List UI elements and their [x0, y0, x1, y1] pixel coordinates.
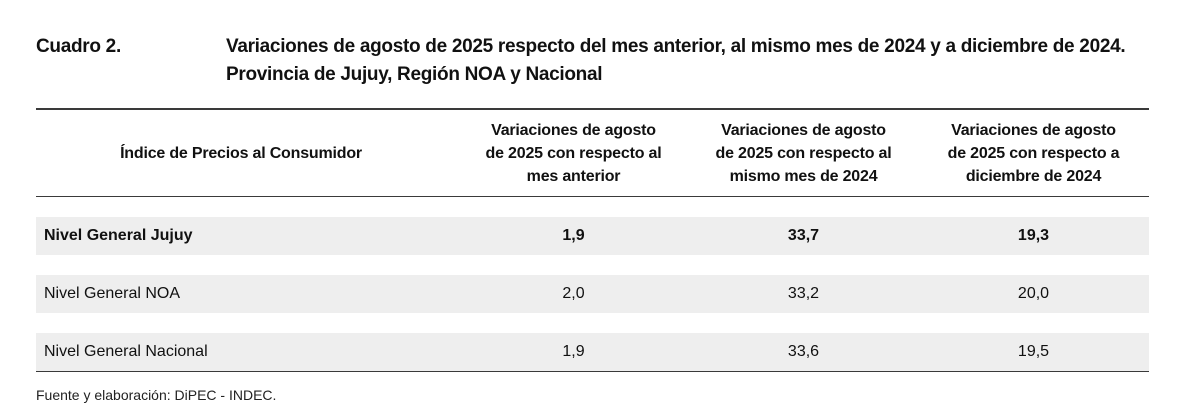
table-row-noa: Nivel General NOA 2,0 33,2 20,0: [36, 275, 1149, 313]
table-title-line-1: Variaciones de agosto de 2025 respecto d…: [226, 36, 1126, 57]
table-bottom-rule: [36, 371, 1149, 372]
column-header-same-month-2024: Variaciones de agosto de 2025 con respec…: [696, 118, 911, 188]
source-note: Fuente y elaboración: DiPEC - INDEC.: [36, 387, 277, 403]
value-previous-month: 1,9: [562, 227, 585, 244]
value-december-2024: 19,3: [1017, 227, 1050, 244]
column-header-line: diciembre de 2024: [965, 167, 1102, 185]
column-header-line: de 2025 con respecto al: [485, 144, 662, 162]
column-header-line: Índice de Precios al Consumidor: [120, 144, 362, 162]
column-header-line: de 2025 con respecto al: [715, 144, 892, 162]
table-top-rule: [36, 108, 1149, 110]
table-row-nacional: Nivel General Nacional 1,9 33,6 19,5: [36, 333, 1149, 371]
column-header-line: Variaciones de agosto: [491, 121, 656, 139]
column-header-line: de 2025 con respecto a: [947, 144, 1120, 162]
column-header-line: mes anterior: [526, 167, 621, 185]
column-header-index: Índice de Precios al Consumidor: [36, 118, 446, 188]
column-header-line: mismo mes de 2024: [729, 167, 878, 185]
table-title: Variaciones de agosto de 2025 respecto d…: [226, 33, 1166, 89]
table-row-jujuy: Nivel General Jujuy 1,9 33,7 19,3: [36, 217, 1149, 255]
value-previous-month: 1,9: [562, 343, 585, 360]
value-same-month-2024: 33,2: [787, 285, 820, 302]
value-same-month-2024: 33,7: [787, 227, 820, 244]
column-header-line: Variaciones de agosto: [951, 121, 1116, 139]
column-header-line: Variaciones de agosto: [721, 121, 886, 139]
value-same-month-2024: 33,6: [787, 343, 820, 360]
value-december-2024: 20,0: [1017, 285, 1050, 302]
value-previous-month: 2,0: [562, 285, 585, 302]
value-december-2024: 19,5: [1017, 343, 1050, 360]
row-label: Nivel General Nacional: [44, 343, 208, 360]
row-label: Nivel General NOA: [44, 285, 181, 302]
table-title-line-2: Provincia de Jujuy, Región NOA y Naciona…: [226, 64, 603, 85]
row-label: Nivel General Jujuy: [44, 227, 193, 244]
column-header-december-2024: Variaciones de agosto de 2025 con respec…: [926, 118, 1141, 188]
header-divider-rule: [36, 196, 1149, 197]
column-header-previous-month: Variaciones de agosto de 2025 con respec…: [466, 118, 681, 188]
table-number: Cuadro 2.: [36, 36, 121, 57]
